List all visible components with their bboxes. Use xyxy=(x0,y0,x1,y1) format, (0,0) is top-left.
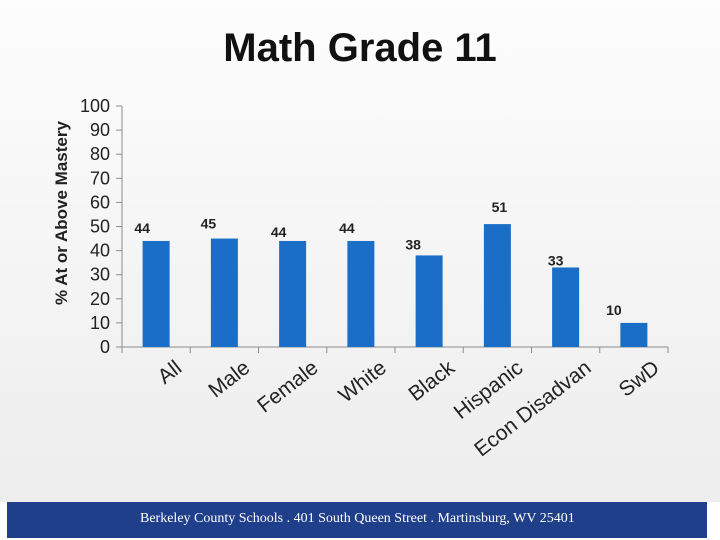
bar xyxy=(415,255,443,347)
data-label: 10 xyxy=(606,302,622,318)
bar xyxy=(620,322,648,347)
x-tick-label: Female xyxy=(253,356,322,417)
y-tick-label: 50 xyxy=(90,217,110,237)
data-label: 38 xyxy=(405,236,421,252)
y-tick-label: 70 xyxy=(90,168,110,188)
chart-bars xyxy=(142,224,648,347)
x-tick-label: Econ Disadvan xyxy=(470,356,595,461)
data-label: 33 xyxy=(548,252,564,268)
x-tick-label: SwD xyxy=(615,356,664,401)
y-tick-label: 100 xyxy=(80,96,110,116)
chart-title: Math Grade 11 xyxy=(223,26,497,70)
bar xyxy=(279,240,307,347)
bar xyxy=(347,240,375,347)
y-tick-label: 80 xyxy=(90,144,110,164)
chart-data-labels: 44 45 44 44 38 51 33 10 xyxy=(134,199,622,318)
bar xyxy=(142,240,170,347)
data-label: 51 xyxy=(492,199,508,215)
y-tick-label: 40 xyxy=(90,241,110,261)
y-tick-label: 10 xyxy=(90,313,110,333)
x-tick-label: All xyxy=(154,356,187,388)
x-tick-label: Male xyxy=(204,356,254,402)
data-label: 44 xyxy=(271,224,287,240)
x-tick-label: White xyxy=(334,356,390,407)
y-tick-label: 20 xyxy=(90,289,110,309)
bar xyxy=(552,267,580,347)
footer-bar xyxy=(7,502,707,538)
chart-y-ticks: 0 10 20 30 40 50 60 70 80 90 100 xyxy=(80,96,122,357)
bar xyxy=(210,238,238,347)
footer-text: Berkeley County Schools . 401 South Quee… xyxy=(140,511,575,526)
bar xyxy=(483,224,511,347)
data-label: 45 xyxy=(201,216,217,232)
x-tick-label: Black xyxy=(404,356,459,406)
y-tick-label: 0 xyxy=(100,337,110,357)
data-label: 44 xyxy=(134,220,150,236)
y-tick-label: 90 xyxy=(90,120,110,140)
data-label: 44 xyxy=(339,220,355,236)
y-tick-label: 60 xyxy=(90,192,110,212)
y-tick-label: 30 xyxy=(90,265,110,285)
